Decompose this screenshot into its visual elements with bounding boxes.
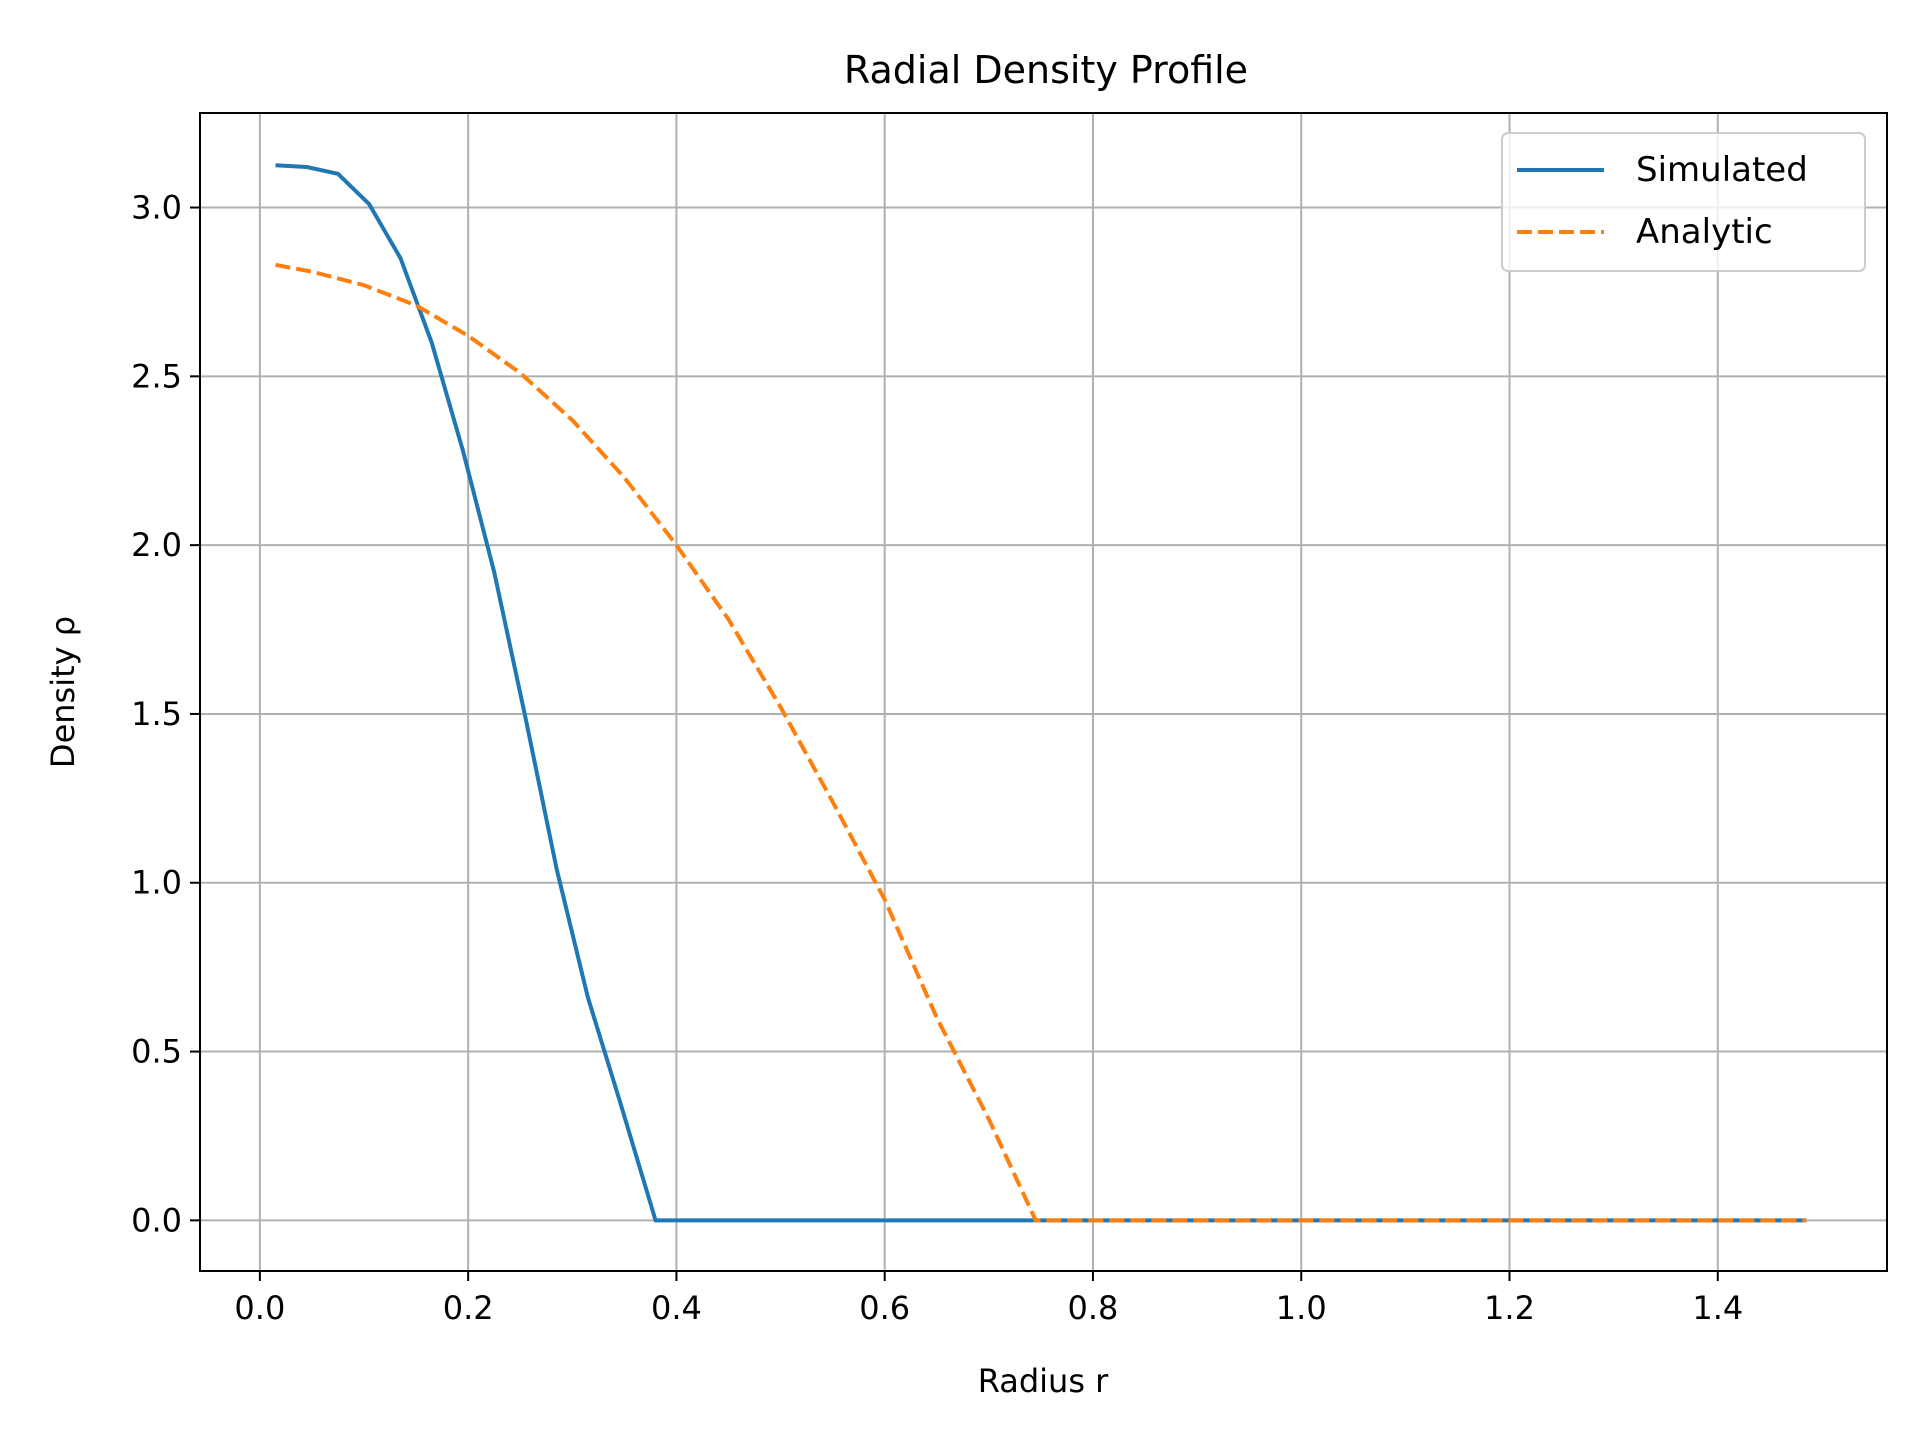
y-tick-label: 1.0: [131, 864, 182, 902]
legend-label-simulated: Simulated: [1636, 150, 1808, 190]
axis-ticks: 0.0 0.2 0.4 0.6 0.8 1.0 1.2 1.4 0.0 0.5 1.0 1.5 2.0 2…: [131, 189, 1743, 1327]
x-tick-label: 1.2: [1484, 1289, 1535, 1327]
series-line-simulated: [275, 163, 1807, 1223]
grid-lines: [200, 113, 1887, 1271]
x-tick-label: 0.6: [859, 1289, 910, 1327]
plot-frame: [199, 112, 1888, 1272]
y-axis-label: Density ρ: [44, 616, 82, 768]
x-tick-label: 0.0: [234, 1289, 285, 1327]
y-tick-label: 3.0: [131, 189, 182, 227]
y-tick-label: 2.5: [131, 357, 182, 395]
x-tick-label: 0.2: [443, 1289, 494, 1327]
series-line-analytic: [275, 262, 1807, 1223]
legend-box: [1501, 132, 1866, 272]
x-tick-label: 1.0: [1276, 1289, 1327, 1327]
x-tick-label: 0.8: [1068, 1289, 1119, 1327]
series-lines: [275, 163, 1807, 1223]
y-tick-label: 2.0: [131, 526, 182, 564]
x-tick-label: 0.4: [651, 1289, 702, 1327]
chart-title: Radial Density Profile: [844, 48, 1248, 92]
y-tick-label: 0.5: [131, 1033, 182, 1071]
legend: Simulated Analytic: [1501, 132, 1866, 272]
y-tick-label: 1.5: [131, 695, 182, 733]
legend-label-analytic: Analytic: [1636, 212, 1773, 252]
x-axis-label: Radius r: [978, 1362, 1109, 1400]
y-tick-label: 0.0: [131, 1201, 182, 1239]
x-tick-label: 1.4: [1692, 1289, 1743, 1327]
